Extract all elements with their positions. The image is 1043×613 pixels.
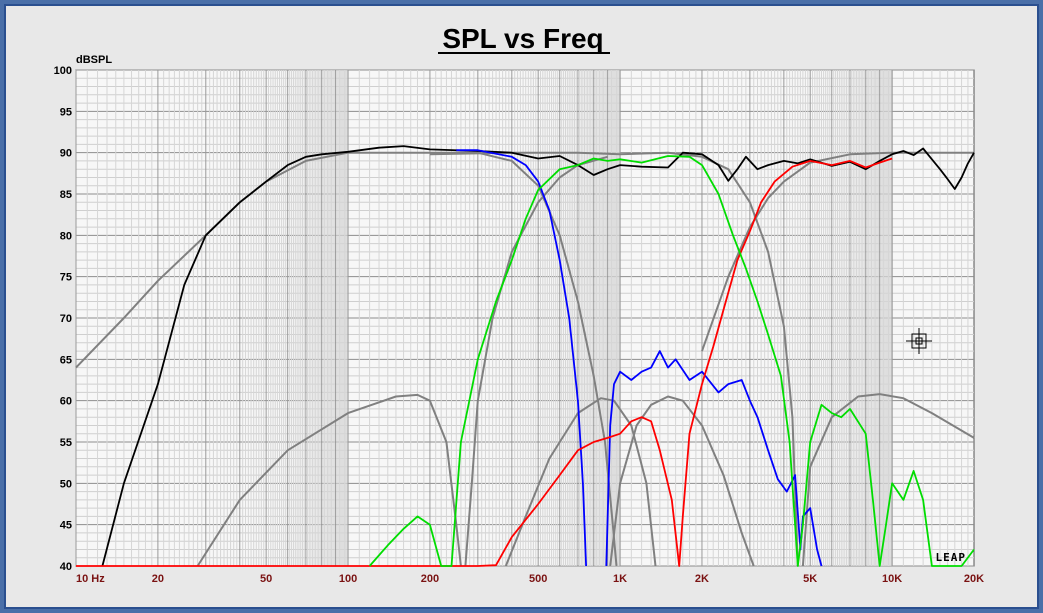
series-line-7 [609, 395, 755, 567]
y-tick-label: 40 [60, 561, 72, 573]
series-line-12 [76, 157, 893, 567]
x-tick-label: 10K [882, 573, 902, 585]
series-line-10 [456, 149, 587, 567]
x-tick-label: 100 [339, 573, 357, 585]
x-tick-label: 10 Hz [76, 573, 105, 585]
curves [75, 145, 975, 567]
series-line-9 [101, 145, 975, 567]
y-tick-label: 45 [60, 520, 72, 532]
chart-title: SPL vs Freq [442, 23, 603, 54]
x-tick-label: 20K [964, 573, 984, 585]
series-line-4 [464, 155, 608, 567]
y-tick-label: 60 [60, 396, 72, 408]
x-tick-label: 200 [421, 573, 439, 585]
x-tick-label: 1K [613, 573, 627, 585]
series-line-8 [801, 393, 975, 567]
series-line-6 [504, 397, 657, 567]
series-line-3 [701, 151, 974, 352]
y-tick-label: 70 [60, 313, 72, 325]
y-tick-label: 90 [60, 148, 72, 160]
y-tick-label: 95 [60, 106, 72, 118]
spl-chart: SPL vs Freq dBSPL 40 45 50 55 60 65 70 75 80 85 90… [54, 23, 985, 585]
x-tick-labels: 10 Hz 20 50 100 200 500 1K 2K 5K 10K 20K [76, 573, 984, 585]
y-axis-label: dBSPL [76, 54, 112, 66]
x-tick-label: 5K [803, 573, 817, 585]
crosshair-cursor-icon [906, 328, 932, 354]
leap-logo: LEAP [936, 551, 967, 564]
y-tick-labels: 40 45 50 55 60 65 70 75 80 85 90 95 100 [54, 65, 72, 573]
y-tick-label: 50 [60, 478, 72, 490]
x-tick-label: 50 [260, 573, 272, 585]
y-tick-label: 65 [60, 354, 72, 366]
y-tick-label: 85 [60, 189, 72, 201]
series-line-11 [605, 350, 823, 567]
x-tick-label: 2K [695, 573, 709, 585]
y-tick-label: 100 [54, 65, 72, 77]
series-line-13 [368, 155, 975, 567]
y-tick-label: 55 [60, 437, 72, 449]
series-line-1 [75, 151, 618, 567]
series-line-5 [196, 393, 462, 567]
chart-frame: SPL vs Freq dBSPL 40 45 50 55 60 65 70 75 80 85 90… [4, 4, 1039, 609]
y-tick-label: 75 [60, 272, 72, 284]
x-tick-label: 500 [529, 573, 547, 585]
y-tick-label: 80 [60, 230, 72, 242]
x-tick-label: 20 [152, 573, 164, 585]
grid [75, 69, 974, 567]
